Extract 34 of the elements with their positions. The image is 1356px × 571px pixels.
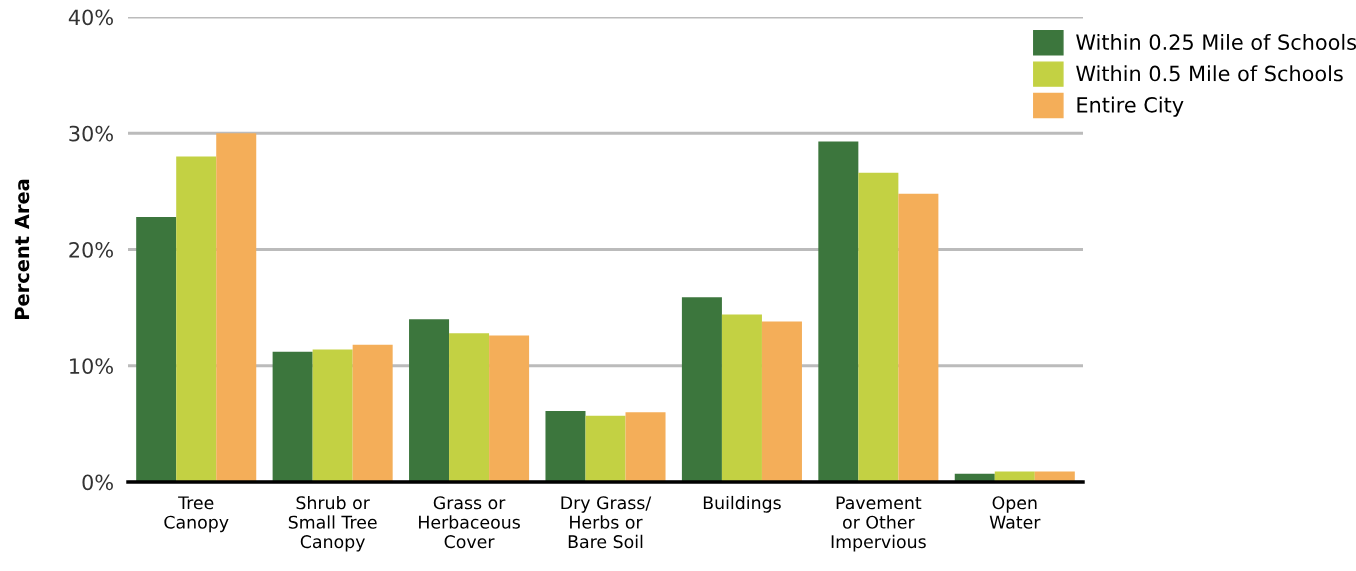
bar — [216, 133, 257, 482]
x-tick-label: Open Water — [989, 496, 1041, 529]
bar — [409, 319, 450, 482]
bar — [818, 141, 859, 482]
bar — [681, 297, 722, 482]
x-tick-label: Pavement or Other Impervious — [831, 496, 926, 552]
bar — [761, 321, 802, 482]
y-tick-label: 30% — [69, 125, 113, 142]
x-tick-label: Dry Grass/ Herbs or Bare Soil — [561, 496, 652, 549]
bar — [898, 193, 939, 482]
x-tick-label: Grass or Herbaceous Cover — [419, 496, 520, 549]
y-tick-label: 20% — [69, 241, 113, 258]
bar — [721, 314, 762, 482]
bar — [625, 412, 666, 482]
bar — [545, 411, 586, 482]
x-tick-label: Shrub or Small Tree Canopy — [288, 495, 377, 552]
bar — [312, 349, 353, 482]
bar — [489, 335, 530, 482]
y-tick-label: 0% — [82, 474, 113, 491]
legend-label: Within 0.5 Mile of Schools — [1076, 65, 1343, 82]
y-tick-label: 40% — [68, 9, 113, 26]
x-tick-label: Buildings — [703, 495, 781, 513]
x-tick-label: Tree Canopy — [164, 496, 229, 533]
bar — [449, 333, 490, 482]
y-axis-title: Percent Area — [14, 179, 30, 320]
bar — [352, 344, 393, 482]
bar — [585, 415, 626, 482]
bar — [176, 156, 217, 482]
bar — [858, 172, 899, 482]
bar — [272, 351, 313, 482]
bar — [136, 216, 177, 482]
y-tick-label: 10% — [70, 358, 113, 374]
legend-label: Within 0.25 Mile of Schools — [1076, 33, 1356, 50]
legend-label: Entire City — [1077, 96, 1184, 117]
